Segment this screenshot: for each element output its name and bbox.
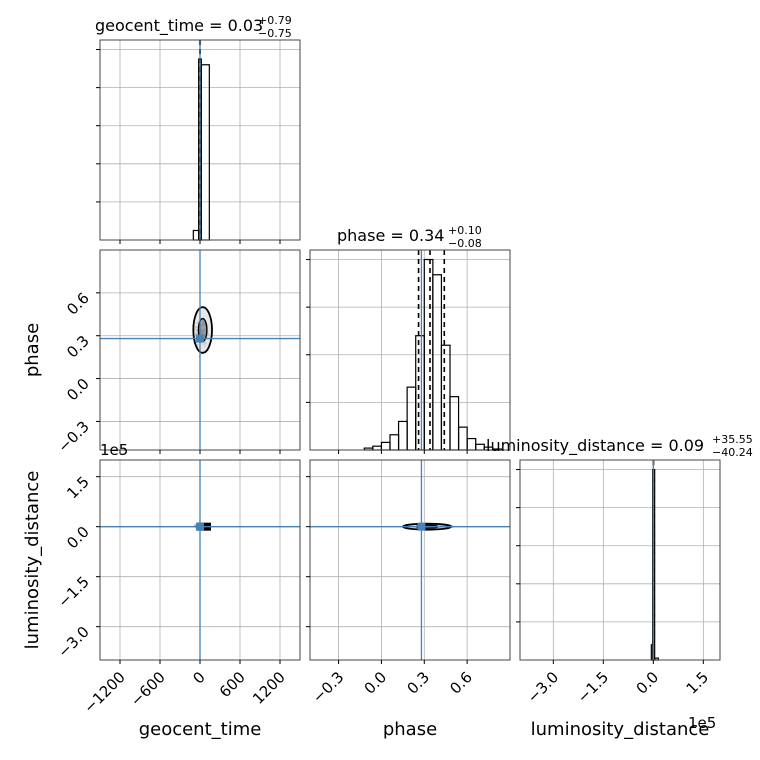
scatter-ph-ld-truth-marker (417, 522, 426, 531)
xtick-label-geocent_time-0: −1200 (80, 668, 129, 717)
scatter-gt-ph-truth-marker (196, 334, 204, 343)
title-geocent_time: geocent_time = 0.03 (95, 16, 263, 36)
title-luminosity_distance-minus: −40.24 (712, 446, 753, 459)
ytick-label-luminosity-3: 1.5 (63, 473, 93, 503)
xtick-label-geocent_time-2: 0 (189, 668, 208, 687)
ylabel-luminosity_distance: luminosity_distance (22, 471, 43, 650)
hist-geocent_time-bin-0 (192, 229, 200, 241)
xtick-label-phase-0: −0.3 (309, 668, 347, 706)
hist-phase-bin-3 (389, 434, 400, 451)
ytick-label-phase-0: −0.3 (54, 418, 92, 456)
title-geocent_time-minus: −0.75 (258, 27, 292, 40)
xtick-label-geocent_time-3: 600 (216, 668, 249, 701)
title-luminosity_distance: luminosity_distance = 0.09 (486, 436, 704, 456)
xtick-label-luminosity-3: 1.5 (683, 668, 713, 698)
ytick-label-luminosity-1: −1.5 (54, 573, 92, 611)
xtick-label-luminosity-0: −3.0 (524, 668, 562, 706)
xtick-label-geocent_time-4: 1200 (249, 668, 289, 708)
offset-text-luminosity-y: 1e5 (100, 441, 128, 459)
ylabel-phase: phase (22, 323, 43, 377)
title-phase: phase = 0.34 (337, 226, 444, 245)
hist-phase-bin-13 (475, 443, 485, 451)
data-layer (100, 40, 659, 661)
xtick-label-geocent_time-1: −600 (127, 668, 169, 710)
offset-text-luminosity-x: 1e5 (688, 714, 716, 732)
hist-phase-bin-10 (449, 396, 460, 451)
hist-phase-bin-1 (372, 445, 383, 451)
frames-layer (99, 39, 721, 661)
ticks-layer: −0.3 0.0 0.3 0.6 −3.0 −1.5 0.0 1.5 −1200−600 0 600… (54, 49, 713, 717)
xtick-label-phase-2: 0.3 (404, 668, 434, 698)
hist-phase-bin-2 (380, 441, 391, 451)
hist-geocent_time-bin-2 (200, 64, 210, 241)
ytick-label-luminosity-2: 0.0 (63, 523, 93, 553)
hist-phase-bin-6 (415, 335, 425, 451)
title-phase-minus: −0.08 (448, 237, 482, 250)
hist-phase-bin-11 (457, 426, 468, 451)
xtick-label-phase-1: 0.0 (361, 668, 391, 698)
grid-layer (100, 40, 720, 660)
ytick-label-phase-3: 0.6 (63, 289, 93, 319)
hist-phase-bin-5 (406, 386, 417, 451)
xtick-label-luminosity-1: −1.5 (574, 668, 612, 706)
title-geocent_time-plus: +0.79 (258, 14, 292, 27)
hist-phase-bin-8 (432, 274, 443, 451)
hist-phase-bin-9 (440, 344, 451, 451)
ytick-label-phase-1: 0.0 (63, 375, 93, 405)
xlabel-geocent_time: geocent_time (139, 719, 262, 740)
title-luminosity_distance-plus: +35.55 (712, 433, 753, 446)
panel-frame-h1 (309, 249, 511, 451)
panel-frame-s21 (309, 459, 511, 661)
xtick-label-phase-3: 0.6 (446, 668, 476, 698)
xlabel-phase: phase (383, 719, 437, 740)
title-phase-plus: +0.10 (448, 224, 482, 237)
hist-phase-bin-12 (466, 437, 477, 451)
hist-phase-bin-4 (397, 420, 408, 451)
scatter-gt-ld-truth-marker (196, 522, 204, 531)
ytick-label-phase-2: 0.3 (63, 332, 93, 362)
ytick-label-luminosity-0: −3.0 (54, 623, 92, 661)
xlabel-luminosity_distance: luminosity_distance (531, 719, 710, 740)
xtick-label-luminosity-2: 0.0 (633, 668, 663, 698)
panel-frame-h2 (519, 459, 721, 661)
